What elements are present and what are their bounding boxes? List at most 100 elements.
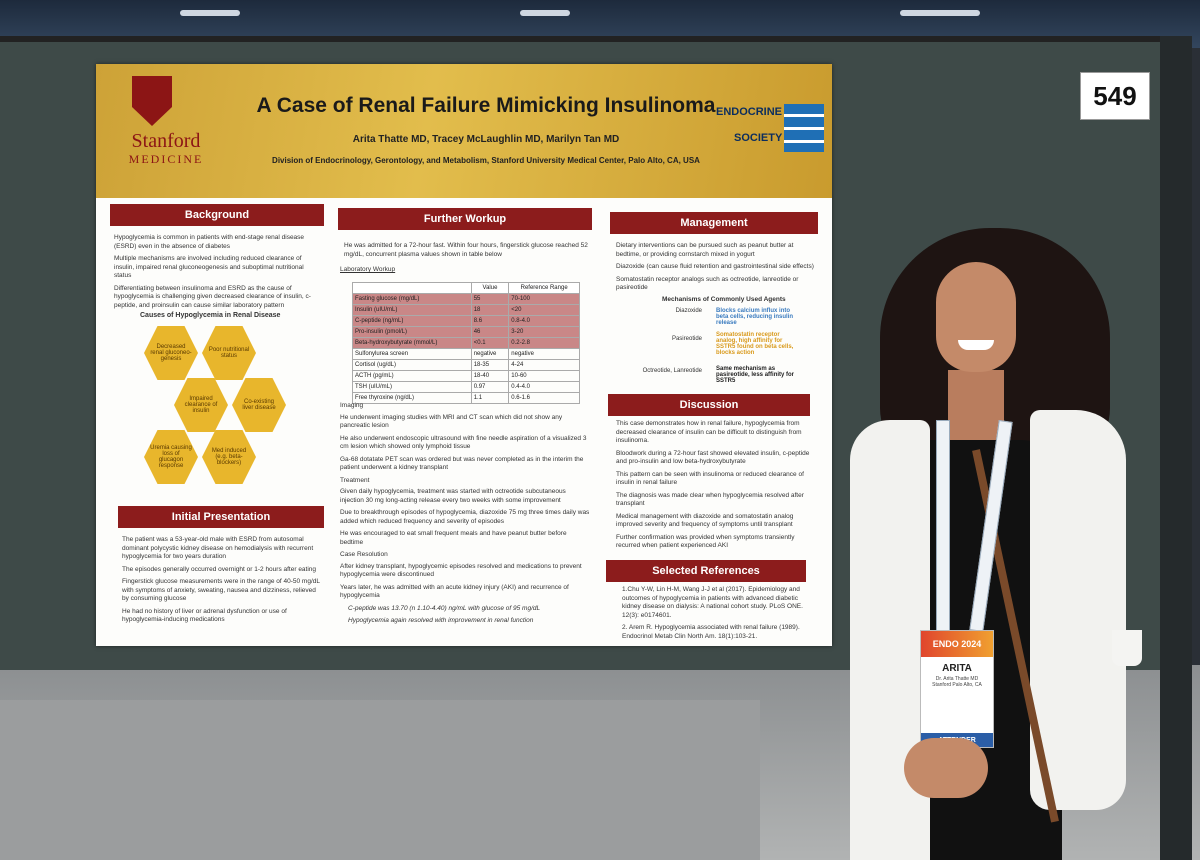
list-item: Hypoglycemia is common in patients with … [114,234,305,250]
case-label: Case Resolution [340,551,388,558]
mech-desc: Same mechanism as pasireotide, less affi… [716,366,795,384]
paper-cup [1112,630,1142,666]
list-item: 2. Arem R. Hypoglycemia associated with … [622,624,800,640]
sponsor-line2: SOCIETY [734,132,783,144]
references-heading: Selected References [606,560,806,582]
table-cell: 0.97 [470,381,510,393]
table-cell: 0.8-4.0 [508,315,580,327]
endocrine-society-logo-icon [784,104,824,152]
table-cell: 46 [470,326,510,338]
list-item: Further confirmation was provided when s… [616,533,795,550]
cause-hex: Med induced (e.g. beta-blockers) [202,430,256,484]
list-item: After kidney transplant, hypoglycemic ep… [340,562,582,579]
list-item: Bloodwork during a 72-hour fast showed e… [616,449,810,466]
table-cell: negative [470,348,510,360]
cause-hex: Decreased renal gluconeo-genesis [144,326,198,380]
cause-hex: Impaired clearance of insulin [174,378,228,432]
list-item: The episodes generally occurred overnigh… [122,565,317,573]
diagram-title: Causes of Hypoglycemia in Renal Disease [140,312,281,319]
table-cell: <20 [508,304,580,316]
table-cell: Cortisol (ug/dL) [352,359,472,371]
table-cell: 18-40 [470,370,510,382]
table-row: Insulin (uIU/mL) 18 <20 [352,304,580,316]
list-item: Given daily hypoglycemia, treatment was … [340,488,566,504]
poster-authors: Arita Thatte MD, Tracey McLaughlin MD, M… [352,134,620,145]
management-heading: Management [610,212,818,234]
ceiling-light [900,10,980,16]
mech-desc: Somatostatin receptor analog, high affin… [716,332,794,356]
workup-intro: He was admitted for a 72-hour fast. With… [344,242,588,258]
lab-table: Value Reference Range Fasting glucose (m… [352,282,580,404]
table-cell: 55 [470,293,510,305]
board-post [1160,36,1192,860]
table-cell: 3-20 [508,326,580,338]
table-row: Pro-insulin (pmol/L) 46 3-20 [352,326,580,338]
background-text: Hypoglycemia is common in patients with … [114,234,322,314]
table-cell: 0.4-4.0 [508,381,580,393]
table-cell: negative [508,348,580,360]
table-cell: 70-100 [508,293,580,305]
mech-desc: Blocks calcium influx into beta cells, r… [716,308,794,326]
list-item: Ga-68 dotatate PET scan was ordered but … [340,455,584,472]
floor-carpet [0,700,760,860]
management-text: Dietary interventions can be pursued suc… [616,242,816,297]
table-cell: 18-35 [470,359,510,371]
ceiling-light [180,10,240,16]
table-cell: 10-60 [508,370,580,382]
list-item: This pattern can be seen with insulinoma… [616,470,804,487]
table-cell: Sulfonylurea screen [352,348,472,360]
imaging-label: Imaging [340,402,364,409]
list-item: 1.Chu Y-W, Lin H-M, Wang J-J et al (2017… [622,586,803,619]
list-item: He also underwent endoscopic ultrasound … [340,434,587,451]
list-item: The patient was a 53-year-old male with … [122,536,314,560]
initial-heading: Initial Presentation [118,506,324,528]
table-header [352,282,472,294]
background-heading: Background [110,204,324,226]
logo-name: Stanford [131,130,201,152]
table-row: TSH (uIU/mL) 0.97 0.4-4.0 [352,381,580,393]
mech-drug: Diazoxide [675,308,702,314]
poster-header: Stanford MEDICINE A Case of Renal Failur… [96,64,832,198]
poster-title: A Case of Renal Failure Mimicking Insuli… [256,94,716,117]
badge-details: Dr. Arita Thatte MD Stanford Palo Alto, … [932,676,982,688]
table-row: Cortisol (ug/dL) 18-35 4-24 [352,359,580,371]
lab-label: Laboratory Workup [340,266,396,273]
list-item: C-peptide was 13.70 (n 1.10-4.40) ng/mL … [348,604,541,612]
booth-number: 549 [1080,72,1150,120]
discussion-text: This case demonstrates how in renal fail… [616,420,812,555]
name-badge: ENDO 2024 ARITA Dr. Arita Thatte MD Stan… [920,630,994,748]
table-cell: 8.6 [470,315,510,327]
table-header: Value [470,282,510,294]
lanyard-left [936,420,950,632]
person-neck [948,370,1004,440]
table-cell: 4-24 [508,359,580,371]
references-text: 1.Chu Y-W, Lin H-M, Wang J-J et al (2017… [622,586,814,645]
initial-text: The patient was a 53-year-old male with … [122,536,322,629]
cause-hex: Co-existing liver disease [232,378,286,432]
list-item: He underwent imaging studies with MRI an… [340,413,563,430]
table-cell: TSH (uIU/mL) [352,381,472,393]
sponsor-line1: ENDOCRINE [716,106,783,118]
person-cardigan-left [850,420,930,860]
workup-heading: Further Workup [338,208,592,230]
table-row: C-peptide (ng/mL) 8.6 0.8-4.0 [352,315,580,327]
list-item: Years later, he was admitted with an acu… [340,583,569,600]
list-item: Medical management with diazoxide and so… [616,512,794,529]
person-cardigan-right [1030,410,1126,810]
table-cell: 1.1 [470,392,510,404]
discussion-heading: Discussion [608,394,810,416]
list-item: Differentiating between insulinoma and E… [114,284,311,309]
poster-affiliation: Division of Endocrinology, Gerontology, … [272,156,700,165]
table-cell: C-peptide (ng/mL) [352,315,472,327]
workup-details: Imaging He underwent imaging studies wit… [340,402,590,630]
table-cell: ACTH (pg/mL) [352,370,472,382]
list-item: Multiple mechanisms are involved includi… [114,255,304,279]
table-row: Free thyroxine (ng/dL) 1.1 0.6-1.6 [352,392,580,404]
ceiling-light [520,10,570,16]
table-header: Reference Range [508,282,580,294]
list-item: He was encouraged to eat small frequent … [340,530,567,546]
list-item: Dietary interventions can be pursued suc… [616,242,794,258]
table-cell: Beta-hydroxybutyrate (mmol/L) [352,337,472,349]
mech-drug: Pasireotide [671,336,702,342]
table-row: Sulfonylurea screen negative negative [352,348,580,360]
